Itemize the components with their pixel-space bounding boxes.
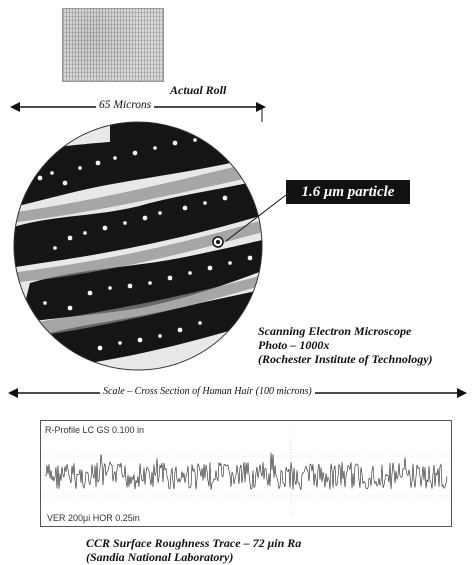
scale-label: Scale – Cross Section of Human Hair (100…	[100, 386, 315, 397]
roll-sample-image	[62, 8, 164, 82]
trace-header: R-Profile LC GS 0.100 in	[45, 425, 145, 435]
roughness-trace-plot	[41, 431, 451, 516]
measure-label: 65 Microns	[96, 99, 155, 111]
sem-caption-line1: Scanning Electron Microscope	[258, 324, 412, 338]
trace-caption-line1: CCR Surface Roughness Trace – 72 μin Ra	[86, 536, 302, 550]
trace-footer: VER 200μi HOR 0.25in	[47, 513, 140, 523]
sem-micrograph	[13, 121, 263, 371]
roughness-trace-panel: R-Profile LC GS 0.100 in VER 200μi HOR 0…	[40, 420, 452, 527]
sem-caption-line3: (Rochester Institute of Technology)	[258, 352, 433, 366]
roll-caption: Actual Roll	[170, 83, 227, 97]
trace-caption-line2: (Sandia National Laboratory)	[86, 550, 234, 564]
sem-caption-line2: Photo – 1000x	[258, 338, 330, 352]
particle-label: 1.6 μm particle	[286, 180, 410, 204]
